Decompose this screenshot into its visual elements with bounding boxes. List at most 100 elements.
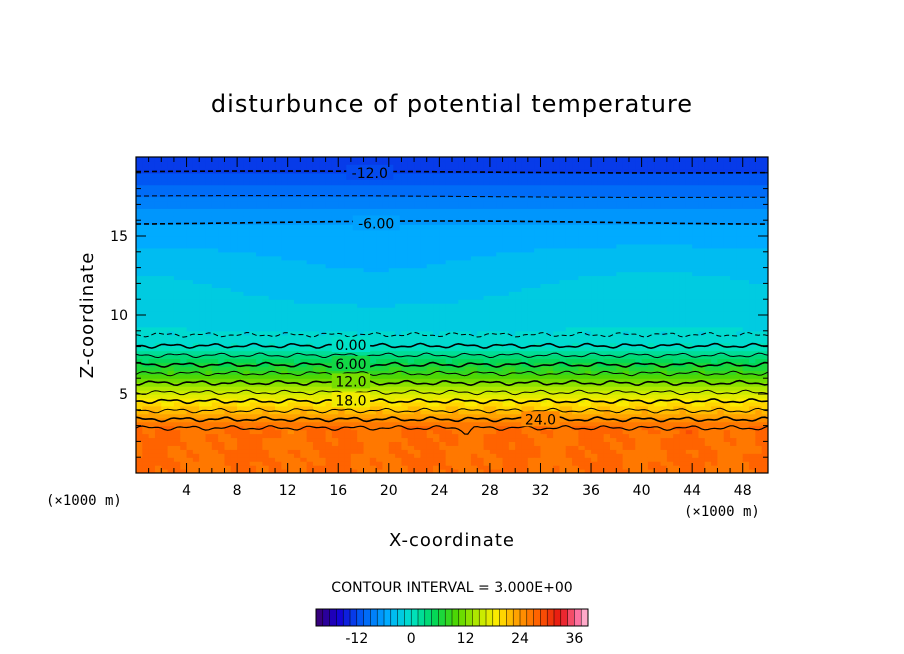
field-cell: [401, 200, 409, 205]
field-cell: [243, 421, 251, 427]
field-cell: [382, 465, 390, 470]
field-cell: [148, 247, 156, 253]
field-cell: [300, 315, 308, 320]
field-cell: [433, 239, 440, 245]
field-cell: [237, 243, 245, 249]
field-cell: [268, 409, 276, 415]
field-cell: [300, 176, 308, 182]
field-cell: [256, 236, 263, 241]
field-cell: [275, 322, 282, 328]
field-cell: [395, 425, 403, 431]
field-cell: [142, 378, 150, 383]
field-cell: [470, 208, 478, 213]
field-cell: [433, 461, 440, 466]
field-cell: [325, 425, 333, 431]
field-cell: [325, 386, 333, 391]
field-cell: [477, 220, 485, 225]
field-cell: [136, 433, 143, 439]
field-cell: [275, 247, 282, 253]
field-cell: [502, 157, 510, 162]
field-cell: [224, 184, 232, 190]
field-cell: [496, 216, 504, 221]
field-cell: [256, 315, 263, 320]
field-cell: [237, 390, 245, 395]
field-cell: [483, 469, 491, 473]
field-cell: [489, 362, 497, 367]
field-cell: [161, 437, 169, 442]
field-cell: [439, 216, 447, 221]
field-cell: [502, 394, 510, 399]
field-cell: [350, 180, 358, 186]
field-cell: [262, 354, 270, 360]
field-cell: [136, 224, 143, 229]
field-cell: [173, 283, 181, 288]
field-cell: [287, 279, 295, 284]
field-cell: [237, 453, 245, 458]
field-cell: [148, 228, 156, 233]
field-cell: [173, 192, 181, 198]
field-cell: [382, 208, 390, 213]
field-cell: [508, 322, 516, 328]
field-cell: [445, 188, 453, 194]
field-cell: [477, 200, 485, 205]
field-cell: [230, 287, 238, 292]
field-cell: [306, 172, 314, 178]
field-cell: [275, 334, 282, 340]
field-cell: [508, 334, 516, 340]
field-cell: [420, 445, 428, 450]
field-cell: [275, 437, 282, 442]
field-cell: [395, 267, 403, 273]
field-cell: [268, 437, 276, 442]
field-cell: [439, 307, 447, 312]
field-cell: [167, 271, 175, 277]
field-cell: [470, 247, 478, 253]
field-cell: [192, 176, 200, 182]
field-cell: [489, 164, 497, 170]
field-cell: [249, 279, 257, 284]
field-cell: [294, 267, 301, 273]
field-cell: [161, 196, 169, 202]
field-cell: [262, 386, 270, 391]
field-cell: [287, 465, 295, 470]
field-cell: [136, 358, 143, 363]
field-cell: [363, 307, 371, 312]
field-cell: [363, 295, 371, 300]
field-cell: [205, 204, 213, 209]
field-cell: [458, 469, 466, 473]
field-cell: [142, 437, 150, 442]
field-cell: [224, 315, 232, 320]
field-cell: [211, 184, 219, 190]
field-cell: [275, 204, 282, 209]
field-cell: [186, 188, 194, 194]
field-cell: [154, 303, 162, 308]
field-cell: [496, 390, 504, 395]
field-cell: [407, 157, 415, 162]
field-cell: [256, 346, 263, 352]
field-cell: [287, 334, 295, 340]
field-cell: [287, 299, 295, 304]
field-cell: [433, 370, 440, 375]
field-cell: [268, 449, 276, 454]
field-cell: [211, 366, 219, 371]
field-cell: [508, 405, 516, 411]
field-cell: [382, 437, 390, 442]
field-cell: [376, 465, 384, 470]
field-cell: [344, 449, 352, 454]
field-cell: [161, 172, 169, 178]
field-cell: [136, 291, 143, 296]
field-cell: [148, 330, 156, 336]
field-cell: [218, 243, 226, 249]
field-cell: [464, 283, 472, 288]
field-cell: [483, 255, 491, 261]
field-cell: [350, 409, 358, 415]
field-cell: [243, 160, 251, 166]
field-cell: [439, 196, 447, 202]
field-cell: [325, 322, 333, 328]
field-cell: [199, 346, 207, 352]
field-cell: [350, 413, 358, 419]
field-cell: [470, 461, 478, 466]
field-cell: [161, 239, 169, 245]
field-cell: [502, 358, 510, 363]
field-cell: [483, 267, 491, 273]
field-cell: [199, 247, 207, 253]
